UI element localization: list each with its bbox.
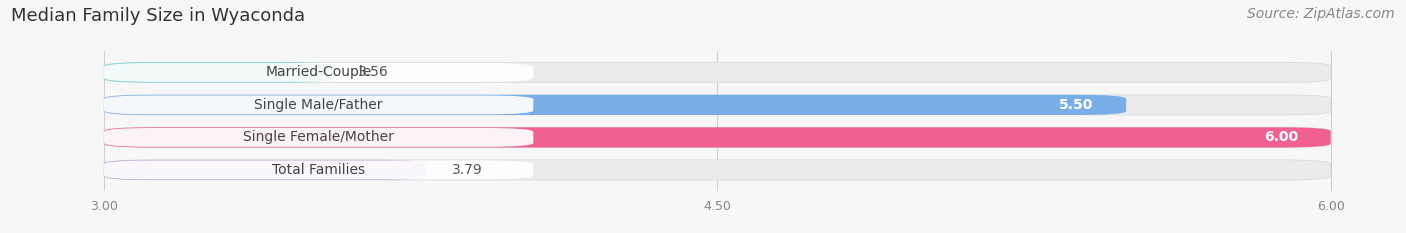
FancyBboxPatch shape bbox=[104, 95, 1330, 115]
Text: 6.00: 6.00 bbox=[1264, 130, 1298, 144]
Text: Total Families: Total Families bbox=[273, 163, 366, 177]
Text: 3.79: 3.79 bbox=[451, 163, 482, 177]
Text: 5.50: 5.50 bbox=[1059, 98, 1094, 112]
FancyBboxPatch shape bbox=[104, 62, 333, 82]
Text: Married-Couple: Married-Couple bbox=[266, 65, 371, 79]
Text: Median Family Size in Wyaconda: Median Family Size in Wyaconda bbox=[11, 7, 305, 25]
FancyBboxPatch shape bbox=[104, 128, 533, 147]
FancyBboxPatch shape bbox=[104, 160, 1330, 180]
FancyBboxPatch shape bbox=[104, 63, 533, 82]
Text: Single Female/Mother: Single Female/Mother bbox=[243, 130, 394, 144]
FancyBboxPatch shape bbox=[104, 127, 1330, 147]
FancyBboxPatch shape bbox=[104, 95, 1126, 115]
Text: 3.56: 3.56 bbox=[357, 65, 388, 79]
Text: Single Male/Father: Single Male/Father bbox=[254, 98, 382, 112]
FancyBboxPatch shape bbox=[104, 127, 1330, 147]
FancyBboxPatch shape bbox=[104, 96, 533, 114]
Text: Source: ZipAtlas.com: Source: ZipAtlas.com bbox=[1247, 7, 1395, 21]
FancyBboxPatch shape bbox=[104, 160, 427, 180]
FancyBboxPatch shape bbox=[104, 62, 1330, 82]
FancyBboxPatch shape bbox=[104, 161, 533, 179]
